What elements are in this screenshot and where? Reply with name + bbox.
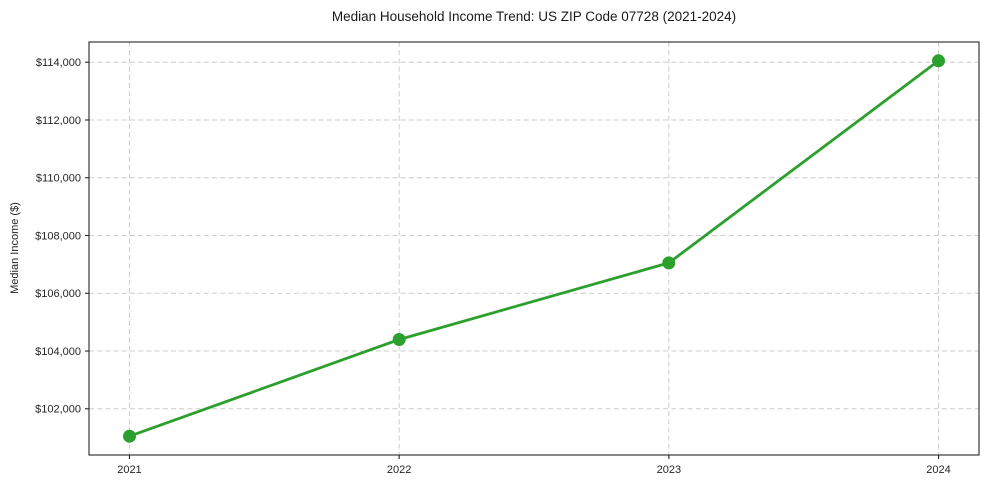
x-tick-label-0: 2021 bbox=[117, 464, 141, 476]
y-tick-label-6: $114,000 bbox=[36, 57, 81, 69]
tick-labels: $102,000 $104,000 $106,000 $108,000 $110,000… bbox=[35, 57, 951, 476]
y-tick-label-3: $108,000 bbox=[35, 230, 81, 242]
y-axis-label: Median Income ($) bbox=[9, 202, 21, 294]
y-tick-label-0: $102,000 bbox=[35, 404, 81, 416]
axes-spines bbox=[88, 41, 980, 456]
data-point-2021 bbox=[123, 429, 136, 443]
data-point-2024 bbox=[932, 54, 945, 68]
y-tick-label-2: $106,000 bbox=[35, 288, 81, 300]
y-tick-label-1: $104,000 bbox=[35, 346, 81, 358]
plot-area bbox=[89, 42, 979, 455]
x-tick-label-3: 2024 bbox=[926, 464, 950, 476]
chart-title: Median Household Income Trend: US ZIP Co… bbox=[331, 9, 737, 24]
tick-marks bbox=[85, 61, 940, 459]
x-tick-label-2: 2023 bbox=[657, 464, 681, 476]
y-tick-label-5: $112,000 bbox=[36, 115, 81, 127]
series-line-0 bbox=[128, 59, 940, 438]
gridlines bbox=[89, 42, 979, 455]
data-point-2023 bbox=[662, 256, 676, 270]
y-tick-label-4: $110,000 bbox=[36, 173, 81, 185]
data-point-2022 bbox=[392, 333, 406, 346]
x-tick-label-1: 2022 bbox=[387, 464, 411, 476]
